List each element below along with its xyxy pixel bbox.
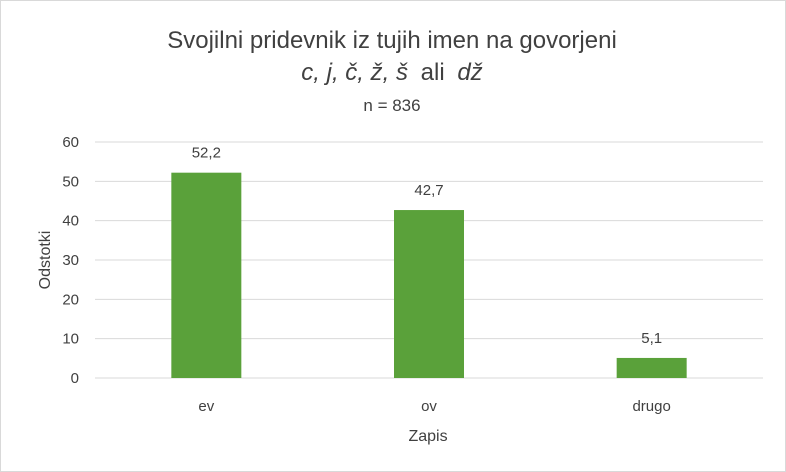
- x-tick-label-drugo: drugo: [632, 398, 670, 415]
- data-label-drugo: 5,1: [641, 330, 662, 347]
- y-tick-label: 20: [62, 291, 79, 308]
- data-label-ov: 42,7: [414, 182, 443, 199]
- bar-ev: [171, 172, 242, 378]
- bars: [171, 172, 687, 378]
- x-axis-title: Zapis: [408, 428, 447, 445]
- data-label-ev: 52,2: [192, 145, 221, 162]
- subtitle-italic-1: c, j, č, ž, š: [301, 59, 408, 86]
- y-tick-label: 0: [71, 370, 79, 387]
- y-tick-label: 60: [62, 134, 79, 151]
- data-labels: 52,2 42,7 5,1: [192, 145, 662, 347]
- subtitle-connector: ali: [421, 59, 445, 86]
- x-tick-label-ev: ev: [198, 398, 214, 415]
- y-axis-title: Odstotki: [37, 231, 54, 290]
- chart-sample-size: n = 836: [363, 96, 420, 115]
- bar-ov: [394, 210, 464, 378]
- y-tick-labels: 0 10 20 30 40 50 60: [62, 134, 79, 387]
- y-tick-label: 10: [62, 331, 79, 348]
- x-tick-labels: ev ov drugo: [198, 398, 670, 415]
- y-tick-label: 40: [62, 213, 79, 230]
- bar-drugo: [616, 357, 687, 378]
- y-tick-label: 50: [62, 173, 79, 190]
- chart-subtitle: c, j, č, ž, š ali dž: [301, 59, 482, 86]
- y-tick-label: 30: [62, 252, 79, 269]
- chart-title: Svojilni pridevnik iz tujih imen na govo…: [167, 27, 617, 54]
- x-tick-label-ov: ov: [421, 398, 437, 415]
- subtitle-italic-2: dž: [457, 59, 482, 86]
